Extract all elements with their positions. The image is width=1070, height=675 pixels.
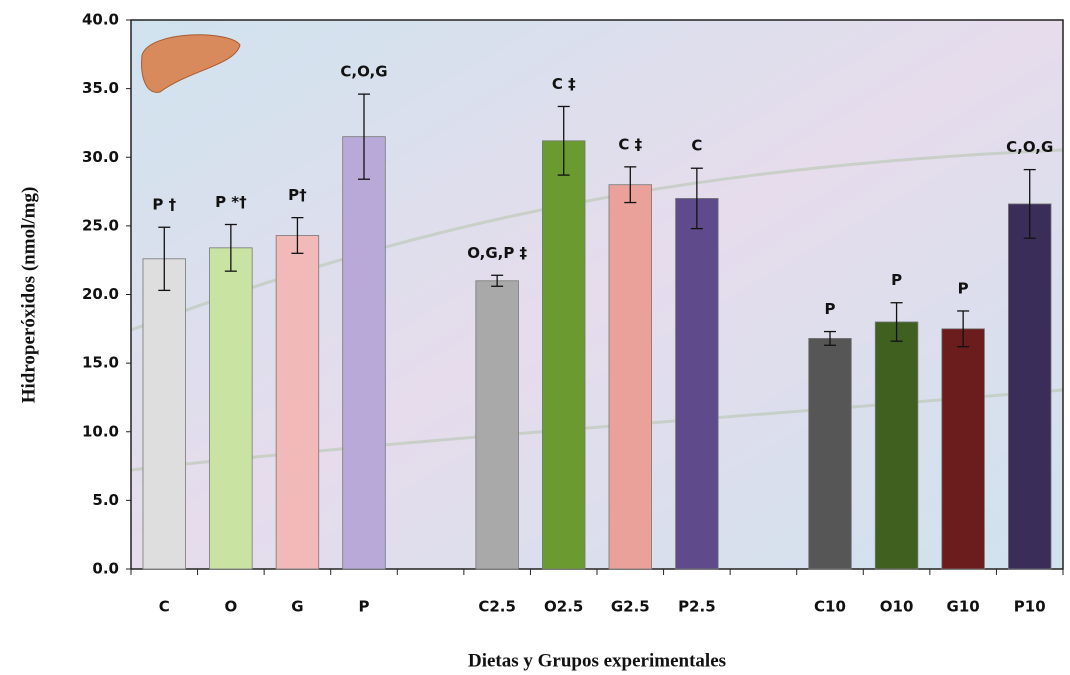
x-tick-label: O10 — [880, 598, 914, 616]
x-tick-label: P — [359, 598, 370, 616]
bar — [276, 235, 319, 569]
y-tick-label: 20.0 — [82, 285, 119, 303]
x-tick-label: G — [291, 598, 303, 616]
annotation: P — [825, 300, 836, 318]
y-tick-label: 10.0 — [82, 422, 119, 440]
x-tick-label: C10 — [814, 598, 846, 616]
annotation: P† — [288, 186, 307, 204]
x-axis-label: Dietas y Grupos experimentales — [468, 650, 726, 671]
annotation: C — [691, 137, 702, 155]
annotation: C,O,G — [340, 63, 387, 81]
annotation: C,O,G — [1006, 138, 1053, 156]
bar — [343, 137, 386, 569]
bar — [942, 329, 985, 569]
annotation: P — [891, 271, 902, 289]
x-tick-label: O2.5 — [544, 598, 583, 616]
bar — [542, 141, 585, 569]
bar — [609, 185, 652, 569]
annotation: P † — [152, 196, 176, 214]
y-axis-label: Hidroperóxidos (nmol/mg) — [18, 187, 39, 404]
x-tick-label: G2.5 — [611, 598, 650, 616]
bar — [1008, 204, 1051, 569]
bar — [476, 281, 519, 569]
y-tick-label: 40.0 — [82, 11, 119, 29]
annotation: O,G,P ‡ — [467, 244, 527, 262]
bar — [676, 198, 719, 569]
bar — [875, 322, 918, 569]
bar — [809, 338, 852, 569]
y-tick-label: 30.0 — [82, 148, 119, 166]
y-tick-label: 5.0 — [92, 491, 119, 509]
x-tick-label: O — [224, 598, 237, 616]
y-tick-label: 35.0 — [82, 79, 119, 97]
annotation: P *† — [215, 193, 247, 211]
annotation: P — [958, 279, 969, 297]
x-tick-label: C2.5 — [478, 598, 516, 616]
chart: Hidroperóxidos (nmol/mg) Dietas y Grupos… — [0, 0, 1070, 675]
y-tick-label: 15.0 — [82, 354, 119, 372]
x-tick-label: C — [159, 598, 170, 616]
annotation: C ‡ — [552, 75, 576, 93]
x-tick-label: P2.5 — [678, 598, 716, 616]
y-tick-label: 0.0 — [92, 560, 119, 578]
bar — [210, 248, 253, 569]
x-tick-label: G10 — [947, 598, 980, 616]
bar — [143, 259, 186, 569]
x-tick-label: P10 — [1014, 598, 1046, 616]
annotation: C ‡ — [618, 135, 642, 153]
y-tick-label: 25.0 — [82, 216, 119, 234]
plot-background — [131, 20, 1063, 569]
